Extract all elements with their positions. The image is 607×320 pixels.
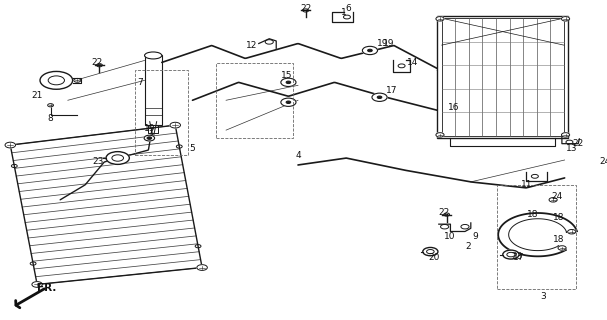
Circle shape — [5, 142, 16, 148]
Bar — [217, 63, 293, 138]
Circle shape — [561, 17, 569, 21]
Circle shape — [112, 155, 123, 161]
Text: 4: 4 — [295, 150, 301, 160]
Bar — [144, 55, 162, 125]
Text: 18: 18 — [527, 210, 539, 219]
Text: 23: 23 — [93, 157, 104, 166]
Circle shape — [436, 17, 444, 21]
Circle shape — [32, 282, 42, 287]
Text: 15: 15 — [281, 71, 292, 80]
Text: 17: 17 — [386, 86, 398, 95]
Circle shape — [591, 163, 599, 167]
Text: 14: 14 — [407, 58, 419, 67]
Bar — [437, 16, 569, 138]
Ellipse shape — [144, 52, 162, 59]
Circle shape — [372, 93, 387, 101]
Circle shape — [40, 71, 73, 89]
Circle shape — [503, 250, 519, 259]
Circle shape — [558, 246, 566, 250]
Circle shape — [281, 78, 296, 86]
Text: 11: 11 — [521, 180, 532, 189]
Text: 21: 21 — [32, 91, 43, 100]
Text: 8: 8 — [48, 114, 53, 123]
Text: 22: 22 — [572, 139, 584, 148]
Circle shape — [147, 137, 152, 140]
Text: 24: 24 — [551, 192, 563, 201]
Text: 19: 19 — [144, 124, 155, 132]
Text: FR.: FR. — [37, 284, 56, 293]
Circle shape — [286, 101, 291, 104]
Circle shape — [423, 247, 438, 256]
Circle shape — [286, 81, 291, 84]
Text: 6: 6 — [345, 4, 351, 13]
Circle shape — [561, 133, 569, 137]
Text: 3: 3 — [541, 292, 546, 301]
Text: 12: 12 — [246, 41, 257, 50]
Text: 18: 18 — [553, 235, 565, 244]
Circle shape — [549, 197, 557, 202]
Text: 22: 22 — [300, 4, 311, 13]
Circle shape — [427, 250, 434, 254]
Circle shape — [368, 49, 372, 52]
Bar — [442, 18, 564, 136]
Text: 13: 13 — [566, 144, 577, 153]
Text: 23: 23 — [511, 252, 523, 261]
Circle shape — [507, 252, 515, 257]
Circle shape — [281, 98, 296, 106]
Text: 22: 22 — [438, 208, 449, 217]
Text: 16: 16 — [447, 103, 459, 112]
Text: 24: 24 — [599, 157, 607, 166]
Text: 20: 20 — [429, 253, 440, 262]
Circle shape — [436, 133, 444, 137]
Circle shape — [377, 96, 382, 99]
Circle shape — [48, 76, 64, 85]
Text: 9: 9 — [473, 232, 478, 241]
Text: 10: 10 — [444, 232, 455, 241]
Circle shape — [106, 152, 129, 164]
Circle shape — [362, 46, 378, 55]
Text: 1: 1 — [341, 8, 347, 17]
Text: 5: 5 — [189, 144, 195, 153]
Text: 17: 17 — [513, 253, 524, 262]
Circle shape — [144, 135, 155, 141]
Text: 22: 22 — [91, 58, 102, 67]
Circle shape — [48, 104, 53, 107]
Bar — [135, 70, 188, 155]
Text: 19: 19 — [377, 39, 388, 48]
Circle shape — [197, 265, 208, 270]
Circle shape — [170, 122, 180, 128]
Text: 2: 2 — [465, 242, 470, 251]
Bar — [498, 185, 576, 289]
Circle shape — [568, 229, 576, 234]
Circle shape — [74, 78, 81, 82]
Text: 19: 19 — [384, 39, 395, 48]
Text: 7: 7 — [137, 78, 143, 87]
Text: 18: 18 — [553, 213, 565, 222]
